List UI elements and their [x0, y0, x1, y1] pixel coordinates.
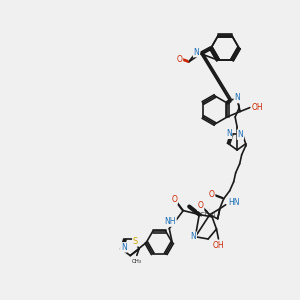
Text: N: N — [190, 232, 196, 241]
Text: ·: · — [209, 209, 210, 213]
Text: O: O — [198, 201, 204, 210]
Text: N: N — [226, 129, 232, 138]
Text: HN: HN — [228, 198, 239, 207]
Text: O: O — [177, 55, 182, 64]
Text: O: O — [209, 190, 214, 199]
Text: N: N — [121, 243, 127, 252]
Text: OH: OH — [213, 241, 224, 250]
Text: OH: OH — [251, 103, 263, 112]
Text: N: N — [194, 48, 200, 57]
Text: S: S — [133, 237, 138, 246]
Text: NH: NH — [164, 217, 176, 226]
Text: (CH₃)₂: (CH₃)₂ — [200, 212, 216, 217]
Text: N: N — [238, 130, 243, 139]
Text: N: N — [234, 94, 240, 103]
Text: CH₃: CH₃ — [132, 259, 142, 264]
Text: O: O — [171, 195, 177, 204]
